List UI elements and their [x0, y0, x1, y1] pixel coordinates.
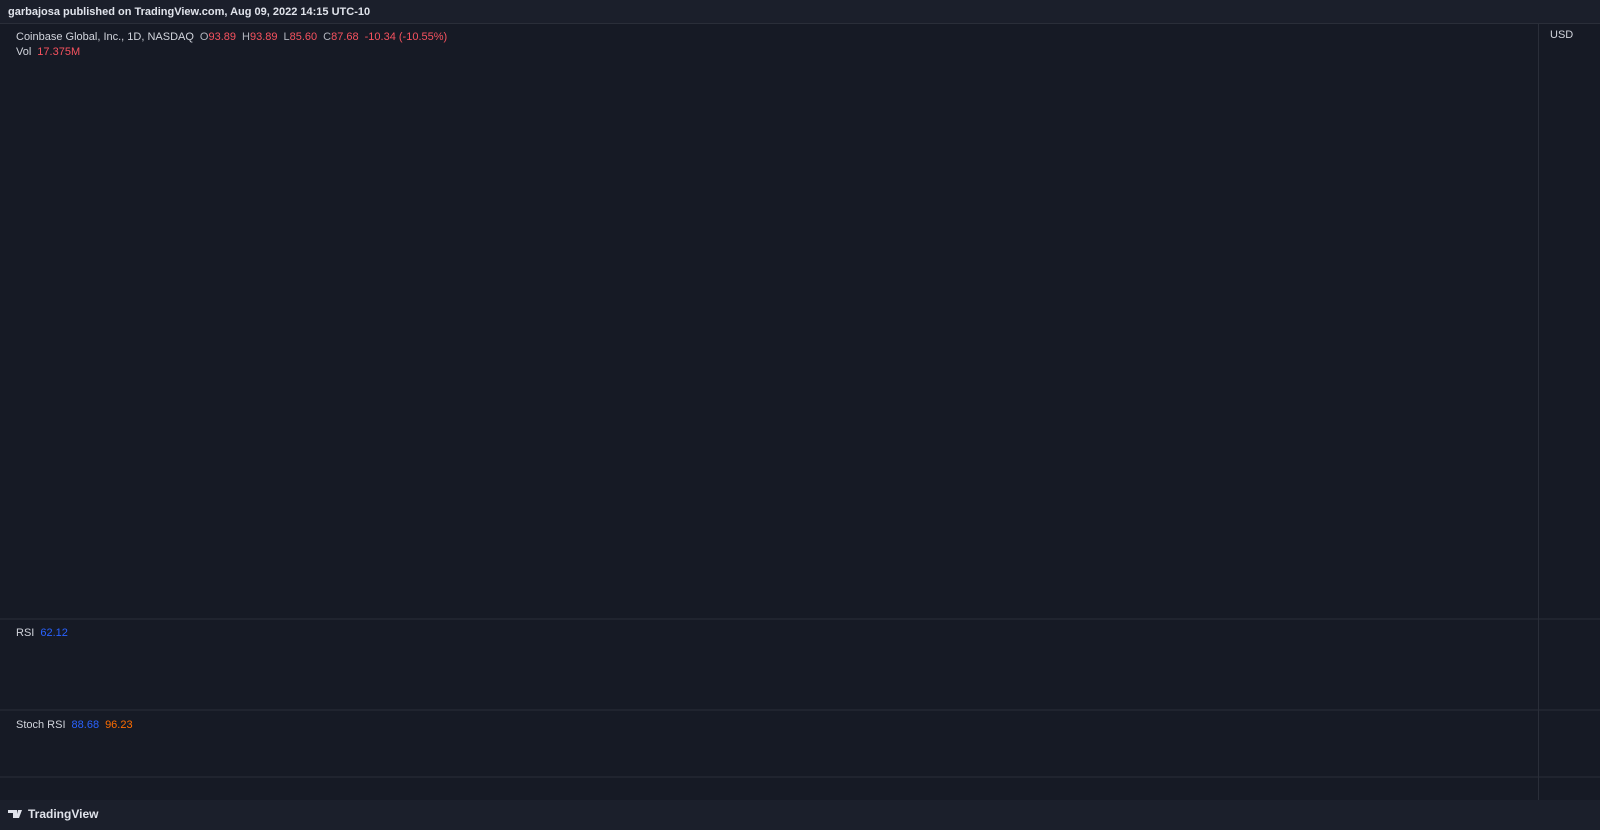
legend-key: C	[323, 31, 331, 43]
header-bar	[0, 0, 1600, 23]
footer-bar	[0, 800, 1600, 830]
volume-title: Vol	[16, 46, 31, 58]
currency: USD	[1550, 29, 1573, 41]
stoch-k-value: 88.68	[72, 719, 100, 731]
legend-change: -10.34 (-10.55%)	[365, 31, 448, 43]
legend-title: Coinbase Global, Inc., 1D, NASDAQ	[16, 31, 194, 43]
legend-value: 87.68	[331, 31, 359, 43]
legend-key: L	[284, 31, 290, 43]
volume-value: 17.375M	[37, 46, 80, 58]
brand-logo	[8, 810, 22, 818]
publisher: garbajosa published on TradingView.com, …	[8, 6, 370, 18]
volume-legend: Vol 17.375M	[16, 46, 80, 58]
stoch-title: Stoch RSI	[16, 719, 66, 731]
brand: TradingView	[28, 807, 99, 821]
rsi-legend: RSI 62.12	[16, 627, 68, 639]
legend-value: 93.89	[208, 31, 236, 43]
legend-key: O	[200, 31, 209, 43]
legend-value: 85.60	[290, 31, 318, 43]
legend-value: 93.89	[250, 31, 278, 43]
rsi-title: RSI	[16, 627, 34, 639]
legend-key: H	[242, 31, 250, 43]
stoch-d-value: 96.23	[105, 719, 133, 731]
rsi-value: 62.12	[40, 627, 68, 639]
stoch-legend: Stoch RSI 88.68 96.23	[16, 719, 133, 731]
price-legend: Coinbase Global, Inc., 1D, NASDAQ O93.89 H…	[16, 31, 447, 43]
